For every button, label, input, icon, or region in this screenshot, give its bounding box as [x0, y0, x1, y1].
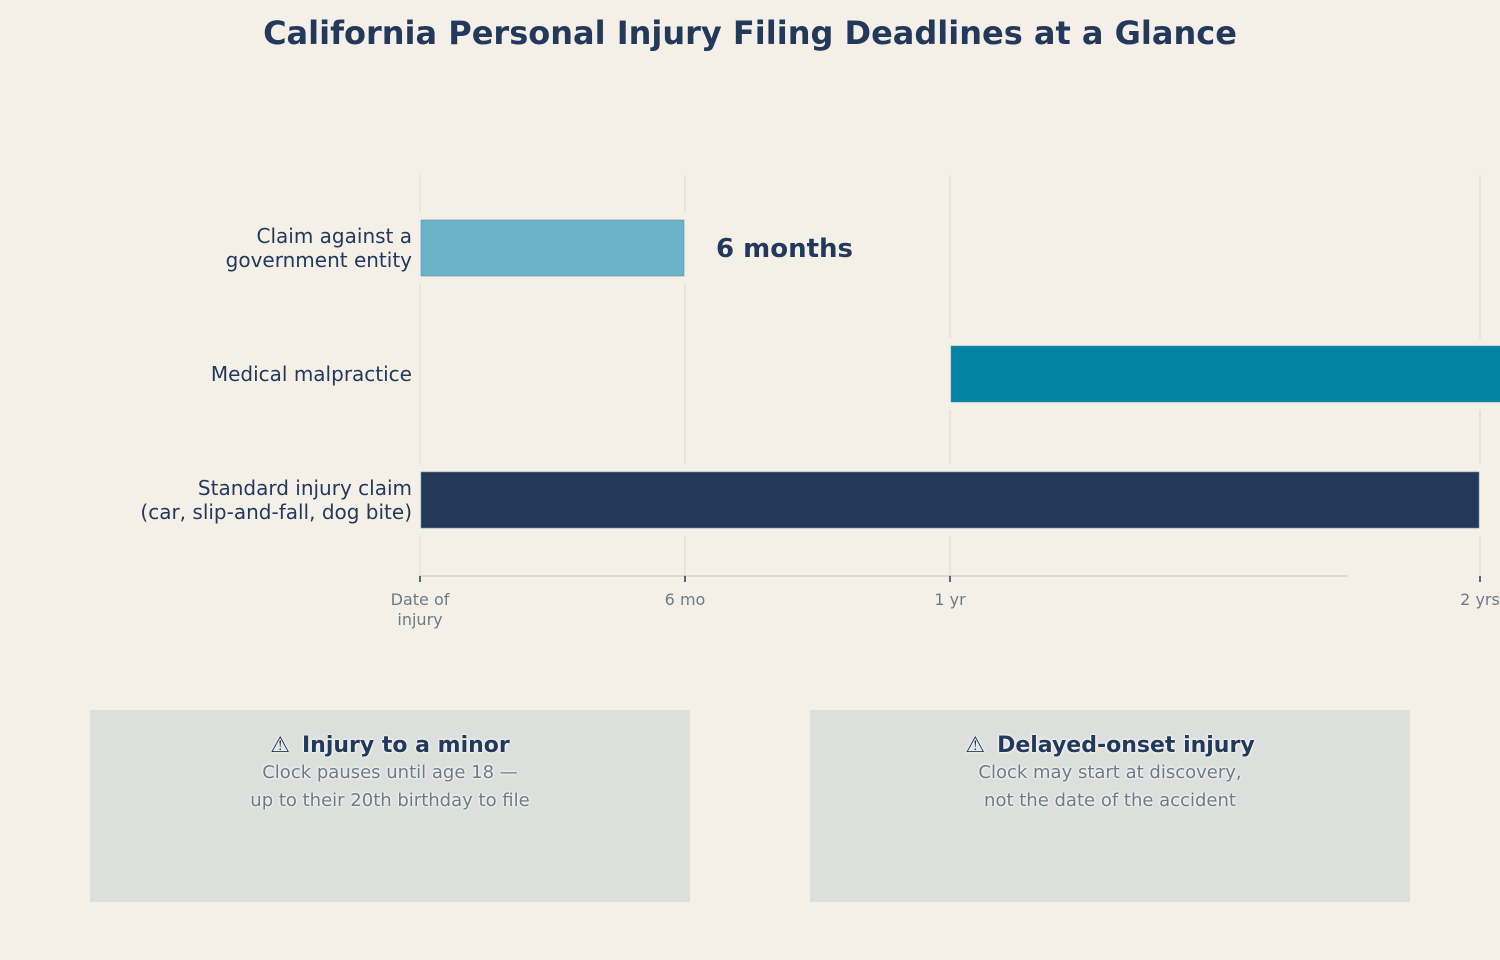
x-tick-label: 2 yrs	[1460, 590, 1500, 609]
x-tick-label: Date of injury	[391, 590, 450, 629]
value-label: 6 months	[716, 234, 853, 264]
note-title: Delayed-onset injury	[997, 733, 1255, 758]
note-line: Clock pauses until age 18 —	[262, 762, 518, 783]
bar	[420, 219, 685, 277]
note-body: Clock may start at discovery, not the da…	[810, 759, 1410, 815]
note-card-delayed-onset: ⚠ Delayed-onset injury Clock may start at…	[810, 710, 1410, 902]
note-card-minor: ⚠ Injury to a minor Clock pauses until ag…	[90, 710, 690, 902]
category-label: Standard injury claim (car, slip-and-fall…	[140, 476, 412, 524]
note-body: Clock pauses until age 18 — up to their …	[90, 759, 690, 815]
warning-icon: ⚠	[270, 733, 290, 758]
x-tick-label: 1 yr	[934, 590, 966, 609]
note-line: not the date of the accident	[984, 790, 1236, 811]
bar	[420, 471, 1480, 529]
note-title: Injury to a minor	[301, 733, 510, 758]
note-heading: ⚠ Injury to a minor	[90, 733, 690, 759]
x-tick-label: 6 mo	[665, 590, 706, 609]
chart-title: California Personal Injury Filing Deadli…	[263, 14, 1237, 52]
note-line: Clock may start at discovery,	[978, 762, 1242, 783]
note-heading: ⚠ Delayed-onset injury	[810, 733, 1410, 759]
category-label: Medical malpractice	[211, 362, 412, 386]
warning-icon: ⚠	[965, 733, 986, 758]
bar	[950, 345, 1500, 403]
note-line: up to their 20th birthday to file	[250, 790, 530, 811]
category-label: Claim against a government entity	[226, 224, 413, 272]
